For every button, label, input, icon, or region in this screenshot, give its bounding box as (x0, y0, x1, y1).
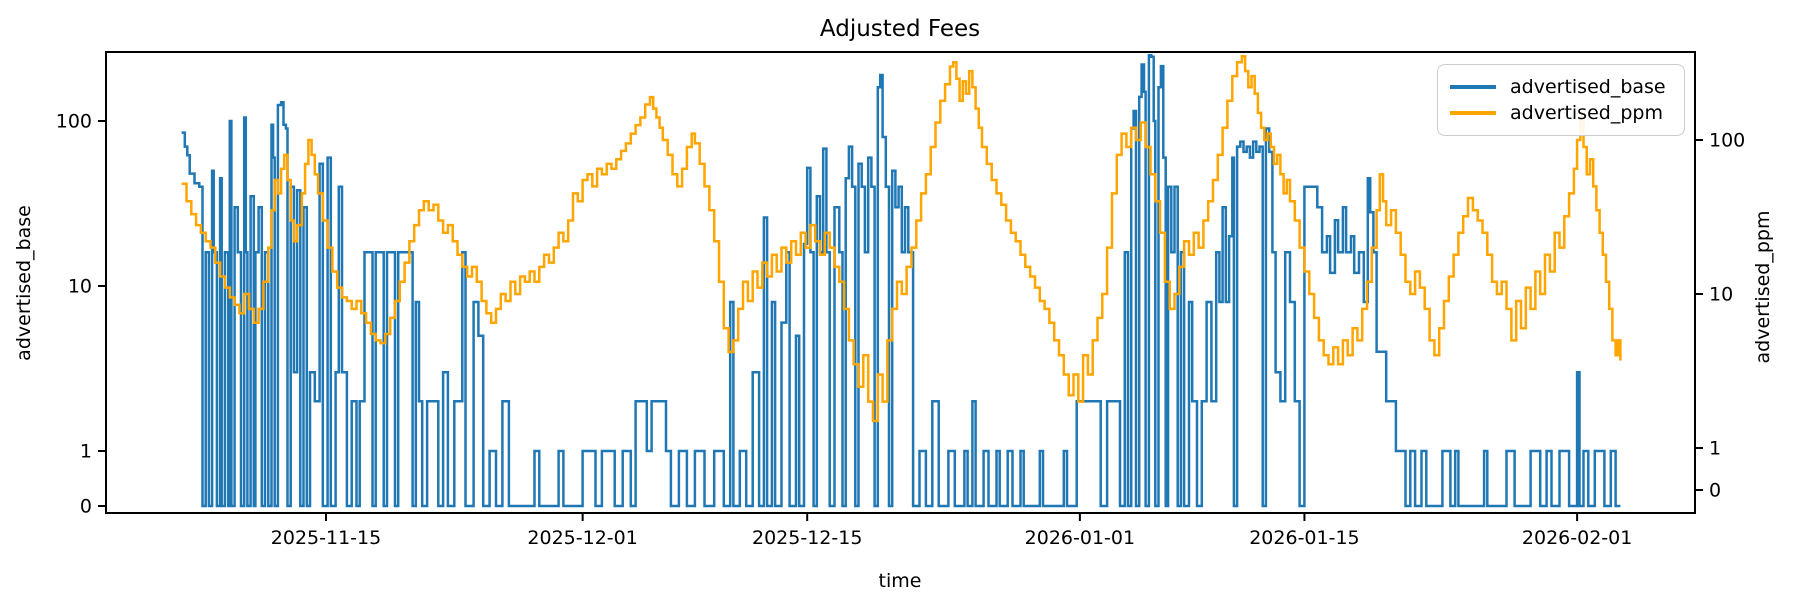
chart-title: Adjusted Fees (819, 16, 981, 42)
y-tick-label-left: 1 (80, 441, 92, 463)
y-tick-label-left: 10 (68, 276, 92, 298)
y-axis-label-right: advertised_ppm (1752, 210, 1774, 364)
legend-swatch-advertised-ppm (1450, 111, 1496, 115)
x-axis-label: time (878, 570, 922, 592)
y-tick-label-right: 0 (1709, 480, 1721, 502)
plot-border (105, 51, 1696, 514)
legend-label: advertised_base (1510, 76, 1666, 98)
series-advertised_base (181, 54, 1621, 508)
legend: advertised_base advertised_ppm (1437, 64, 1685, 136)
y-tick-label-left: 100 (56, 111, 92, 133)
y-tick-label-right: 10 (1709, 284, 1733, 306)
legend-item-advertised-base: advertised_base (1450, 74, 1672, 100)
legend-swatch-advertised-base (1450, 85, 1496, 89)
x-tick-label: 2025-12-15 (752, 527, 862, 549)
legend-label: advertised_ppm (1510, 102, 1663, 124)
x-tick-label: 2026-01-15 (1249, 527, 1359, 549)
x-tick-label: 2026-01-01 (1025, 527, 1135, 549)
y-axis-label-left: advertised_base (13, 205, 35, 361)
series-advertised_ppm (181, 54, 1622, 423)
y-tick-label-left: 0 (80, 496, 92, 518)
y-tick-label-right: 100 (1709, 130, 1745, 152)
y-tick-label-right: 1 (1709, 438, 1721, 460)
x-tick-label: 2026-02-01 (1522, 527, 1632, 549)
x-tick-label: 2025-11-15 (271, 527, 381, 549)
legend-item-advertised-ppm: advertised_ppm (1450, 100, 1672, 126)
x-tick-label: 2025-12-01 (527, 527, 637, 549)
